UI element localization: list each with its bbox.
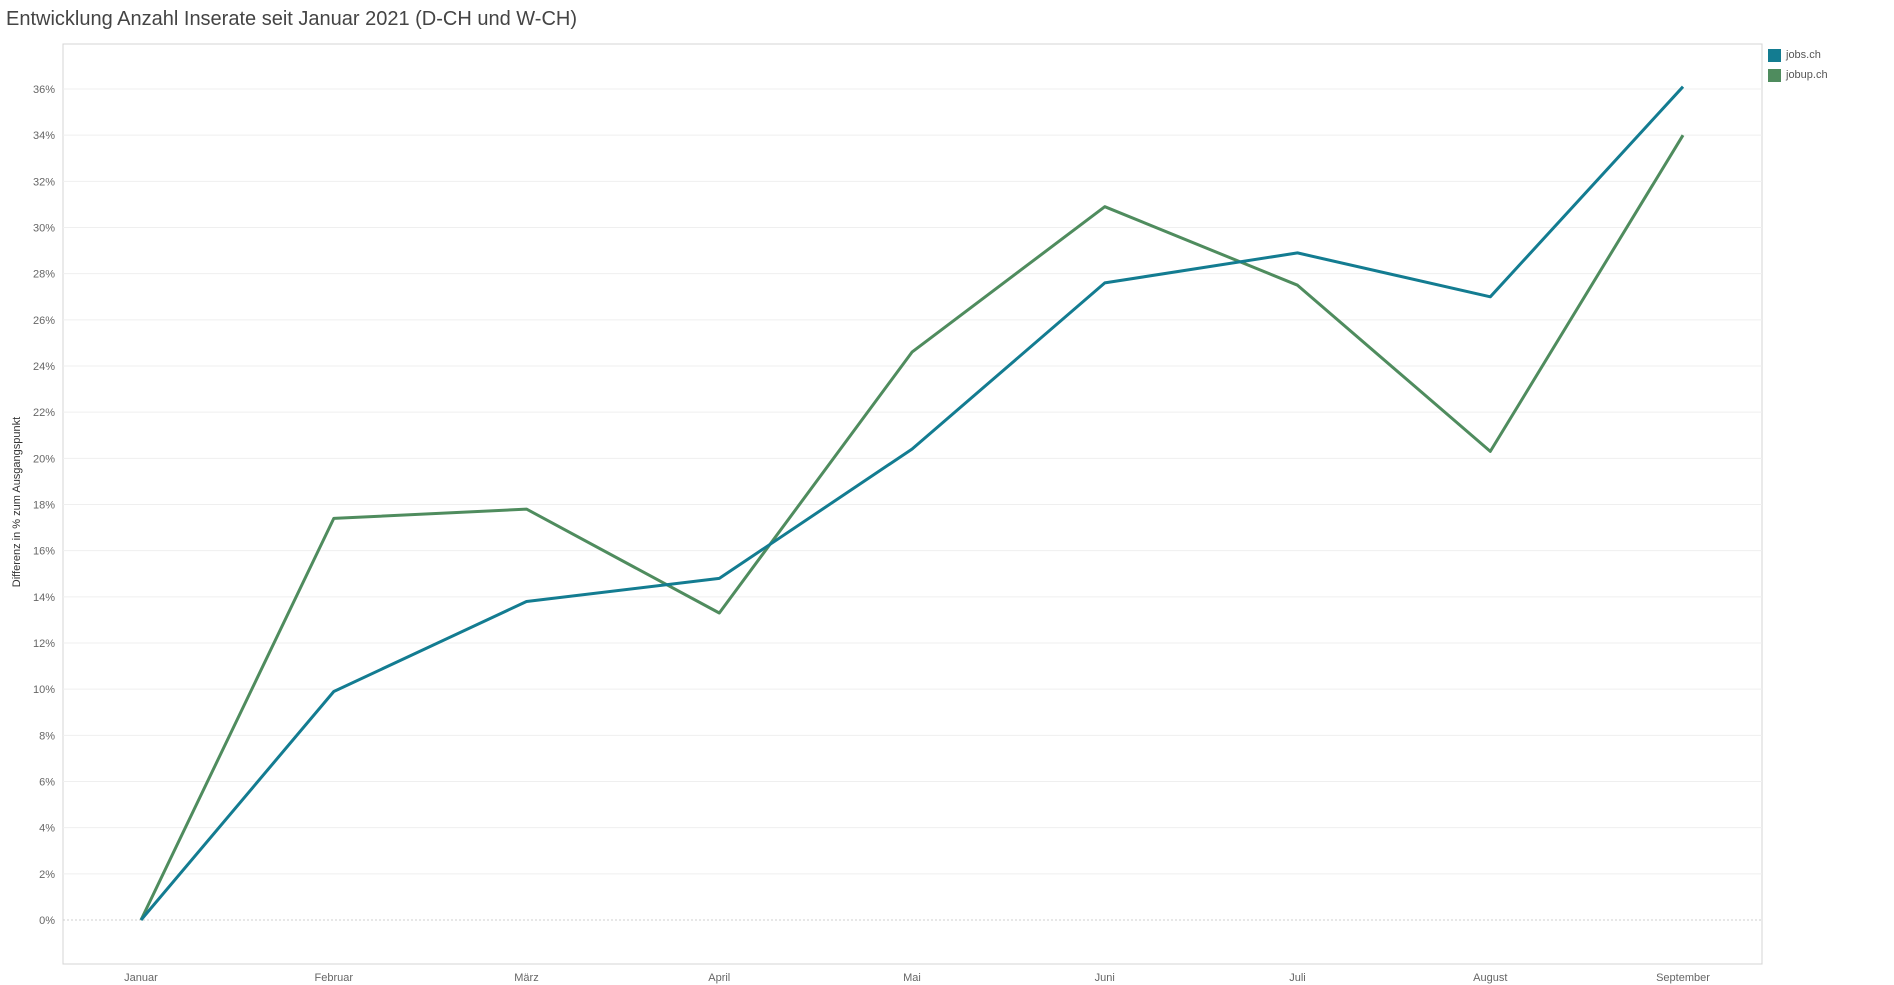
- y-tick-label: 12%: [33, 638, 55, 650]
- y-tick-label: 32%: [33, 176, 55, 188]
- legend-swatch: [1768, 68, 1781, 82]
- chart-title: Entwicklung Anzahl Inserate seit Januar …: [6, 8, 577, 30]
- series-line-jobs-ch[interactable]: [139, 85, 1685, 921]
- y-tick-label: 0%: [39, 915, 55, 927]
- x-tick-label: Februar: [314, 972, 353, 984]
- y-tick-label: 4%: [39, 823, 55, 835]
- y-tick-label: 22%: [33, 407, 55, 419]
- y-tick-label: 28%: [33, 269, 55, 281]
- x-tick-label: März: [514, 972, 538, 984]
- x-tick-label: September: [1656, 972, 1710, 984]
- gridlines: [63, 88, 1762, 921]
- y-tick-label: 26%: [33, 315, 55, 327]
- legend-label: jobup.ch: [1786, 69, 1828, 81]
- x-tick-label: August: [1473, 972, 1507, 984]
- legend-label: jobs.ch: [1786, 49, 1821, 61]
- x-tick-label: Mai: [903, 972, 921, 984]
- y-tick-label: 36%: [33, 84, 55, 96]
- legend-item[interactable]: jobs.ch: [1768, 45, 1828, 65]
- y-tick-label: 14%: [33, 592, 55, 604]
- y-tick-label: 30%: [33, 223, 55, 235]
- x-tick-label: Juni: [1095, 972, 1115, 984]
- x-axis-ticks: Januar Februar März April Mai Juni Juli August S…: [124, 972, 1710, 984]
- y-tick-label: 16%: [33, 546, 55, 558]
- y-tick-label: 34%: [33, 130, 55, 142]
- series-lines: [139, 85, 1685, 921]
- legend-item[interactable]: jobup.ch: [1768, 65, 1828, 85]
- x-tick-label: Januar: [124, 972, 158, 984]
- y-axis-title: Differenz in % zum Ausgangspunkt: [11, 417, 23, 587]
- y-tick-label: 10%: [33, 684, 55, 696]
- y-axis-ticks: 0% 2% 4% 6% 8% 10% 12% 14% 16% 18% 20% 22% 24% 26% 28%…: [33, 84, 55, 927]
- legend-swatch: [1768, 48, 1781, 62]
- y-tick-label: 18%: [33, 500, 55, 512]
- x-tick-label: April: [708, 972, 730, 984]
- y-tick-label: 2%: [39, 869, 55, 881]
- y-tick-label: 20%: [33, 453, 55, 465]
- series-line-jobup-ch[interactable]: [139, 134, 1685, 921]
- y-tick-label: 24%: [33, 361, 55, 373]
- y-tick-label: 6%: [39, 777, 55, 789]
- legend: jobs.ch jobup.ch: [1768, 45, 1828, 85]
- x-tick-label: Juli: [1289, 972, 1306, 984]
- y-tick-label: 8%: [39, 730, 55, 742]
